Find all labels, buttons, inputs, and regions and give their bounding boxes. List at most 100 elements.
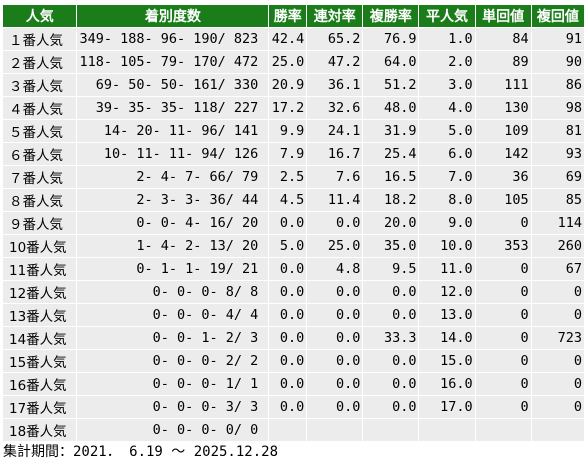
cell-rank: 17番人気 bbox=[1, 395, 78, 419]
cell-results: 39- 35- 35- 118/ 227 bbox=[76, 96, 270, 120]
cell-avg-popularity: 7.0 bbox=[418, 165, 476, 189]
cell-place-return: 91 bbox=[530, 27, 585, 51]
cell-avg-popularity: 8.0 bbox=[418, 188, 476, 212]
cell-win-return: 142 bbox=[474, 142, 532, 166]
cell-results: 0- 1- 1- 19/ 21 bbox=[76, 257, 270, 281]
table-body: １番人気 349- 188- 96- 190/ 823 42.4 65.2 76.9 1.… bbox=[1, 27, 585, 442]
cell-show-rate bbox=[362, 418, 420, 442]
cell-avg-popularity: 9.0 bbox=[418, 211, 476, 235]
cell-quinella-rate: 0.0 bbox=[306, 326, 364, 350]
cell-quinella-rate: 36.1 bbox=[306, 73, 364, 97]
cell-rank: ９番人気 bbox=[1, 211, 78, 235]
cell-quinella-rate: 7.6 bbox=[306, 165, 364, 189]
cell-results: 0- 0- 0- 3/ 3 bbox=[76, 395, 270, 419]
cell-rank: ８番人気 bbox=[1, 188, 78, 212]
table-row: 12番人気 0- 0- 0- 8/ 8 0.0 0.0 0.0 12.0 0 0 bbox=[1, 280, 585, 304]
cell-place-return: 114 bbox=[530, 211, 585, 235]
cell-win-return: 36 bbox=[474, 165, 532, 189]
cell-quinella-rate: 0.0 bbox=[306, 211, 364, 235]
cell-quinella-rate: 32.6 bbox=[306, 96, 364, 120]
cell-win-return: 109 bbox=[474, 119, 532, 143]
cell-win-rate bbox=[268, 418, 308, 442]
cell-results: 2- 4- 7- 66/ 79 bbox=[76, 165, 270, 189]
cell-results: 118- 105- 79- 170/ 472 bbox=[76, 50, 270, 74]
cell-quinella-rate: 4.8 bbox=[306, 257, 364, 281]
cell-place-return: 0 bbox=[530, 280, 585, 304]
cell-win-rate: 0.0 bbox=[268, 211, 308, 235]
cell-win-return: 0 bbox=[474, 303, 532, 327]
table-row: ４番人気 39- 35- 35- 118/ 227 17.2 32.6 48.0 4.0 1… bbox=[1, 96, 585, 120]
cell-win-rate: 7.9 bbox=[268, 142, 308, 166]
table-row: １番人気 349- 188- 96- 190/ 823 42.4 65.2 76.9 1.… bbox=[1, 27, 585, 51]
cell-rank: ３番人気 bbox=[1, 73, 78, 97]
cell-results: 14- 20- 11- 96/ 141 bbox=[76, 119, 270, 143]
table-row: 14番人気 0- 0- 1- 2/ 3 0.0 0.0 33.3 14.0 0 723 bbox=[1, 326, 585, 350]
col-header-win-return: 単回値 bbox=[474, 4, 532, 28]
cell-place-return: 86 bbox=[530, 73, 585, 97]
cell-show-rate: 0.0 bbox=[362, 372, 420, 396]
cell-avg-popularity: 4.0 bbox=[418, 96, 476, 120]
cell-show-rate: 31.9 bbox=[362, 119, 420, 143]
cell-results: 0- 0- 0- 2/ 2 bbox=[76, 349, 270, 373]
cell-show-rate: 0.0 bbox=[362, 303, 420, 327]
cell-place-return: 69 bbox=[530, 165, 585, 189]
col-header-place-return: 複回値 bbox=[530, 4, 585, 28]
cell-rank: ６番人気 bbox=[1, 142, 78, 166]
cell-win-rate: 0.0 bbox=[268, 257, 308, 281]
cell-place-return: 93 bbox=[530, 142, 585, 166]
cell-win-return: 0 bbox=[474, 372, 532, 396]
cell-win-rate: 0.0 bbox=[268, 303, 308, 327]
cell-results: 10- 11- 11- 94/ 126 bbox=[76, 142, 270, 166]
cell-place-return: 67 bbox=[530, 257, 585, 281]
cell-avg-popularity: 10.0 bbox=[418, 234, 476, 258]
cell-quinella-rate: 11.4 bbox=[306, 188, 364, 212]
cell-show-rate: 18.2 bbox=[362, 188, 420, 212]
col-header-show-rate: 複勝率 bbox=[362, 4, 420, 28]
cell-win-rate: 0.0 bbox=[268, 280, 308, 304]
cell-win-return: 0 bbox=[474, 211, 532, 235]
cell-quinella-rate: 16.7 bbox=[306, 142, 364, 166]
cell-avg-popularity: 13.0 bbox=[418, 303, 476, 327]
cell-show-rate: 16.5 bbox=[362, 165, 420, 189]
cell-results: 0- 0- 0- 0/ 0 bbox=[76, 418, 270, 442]
cell-rank: 13番人気 bbox=[1, 303, 78, 327]
table-row: ２番人気 118- 105- 79- 170/ 472 25.0 47.2 64.0 2.… bbox=[1, 50, 585, 74]
cell-quinella-rate: 24.1 bbox=[306, 119, 364, 143]
table-row: 10番人気 1- 4- 2- 13/ 20 5.0 25.0 35.0 10.0 353 26… bbox=[1, 234, 585, 258]
cell-win-rate: 5.0 bbox=[268, 234, 308, 258]
cell-place-return: 90 bbox=[530, 50, 585, 74]
cell-rank: 10番人気 bbox=[1, 234, 78, 258]
cell-win-return bbox=[474, 418, 532, 442]
cell-quinella-rate: 0.0 bbox=[306, 349, 364, 373]
cell-win-rate: 25.0 bbox=[268, 50, 308, 74]
cell-quinella-rate: 0.0 bbox=[306, 395, 364, 419]
table-row: ５番人気 14- 20- 11- 96/ 141 9.9 24.1 31.9 5.0 109… bbox=[1, 119, 585, 143]
cell-win-rate: 20.9 bbox=[268, 73, 308, 97]
cell-show-rate: 64.0 bbox=[362, 50, 420, 74]
cell-results: 0- 0- 0- 4/ 4 bbox=[76, 303, 270, 327]
cell-place-return: 0 bbox=[530, 372, 585, 396]
cell-win-rate: 0.0 bbox=[268, 326, 308, 350]
cell-results: 1- 4- 2- 13/ 20 bbox=[76, 234, 270, 258]
cell-avg-popularity: 17.0 bbox=[418, 395, 476, 419]
cell-rank: 15番人気 bbox=[1, 349, 78, 373]
cell-place-return: 98 bbox=[530, 96, 585, 120]
cell-win-rate: 2.5 bbox=[268, 165, 308, 189]
col-header-rank: 人気 bbox=[1, 4, 78, 28]
stats-table: 人気 着別度数 勝率 連対率 複勝率 平人気 単回値 複回値 １番人気 349- … bbox=[1, 4, 585, 442]
cell-rank: 11番人気 bbox=[1, 257, 78, 281]
cell-quinella-rate: 25.0 bbox=[306, 234, 364, 258]
cell-place-return: 0 bbox=[530, 349, 585, 373]
cell-win-return: 130 bbox=[474, 96, 532, 120]
cell-win-return: 84 bbox=[474, 27, 532, 51]
table-row: 15番人気 0- 0- 0- 2/ 2 0.0 0.0 0.0 15.0 0 0 bbox=[1, 349, 585, 373]
cell-show-rate: 20.0 bbox=[362, 211, 420, 235]
cell-results: 0- 0- 1- 2/ 3 bbox=[76, 326, 270, 350]
cell-avg-popularity: 2.0 bbox=[418, 50, 476, 74]
cell-win-rate: 42.4 bbox=[268, 27, 308, 51]
cell-place-return: 260 bbox=[530, 234, 585, 258]
cell-results: 349- 188- 96- 190/ 823 bbox=[76, 27, 270, 51]
cell-rank: ５番人気 bbox=[1, 119, 78, 143]
table-row: ７番人気 2- 4- 7- 66/ 79 2.5 7.6 16.5 7.0 36 69 bbox=[1, 165, 585, 189]
cell-rank: ２番人気 bbox=[1, 50, 78, 74]
